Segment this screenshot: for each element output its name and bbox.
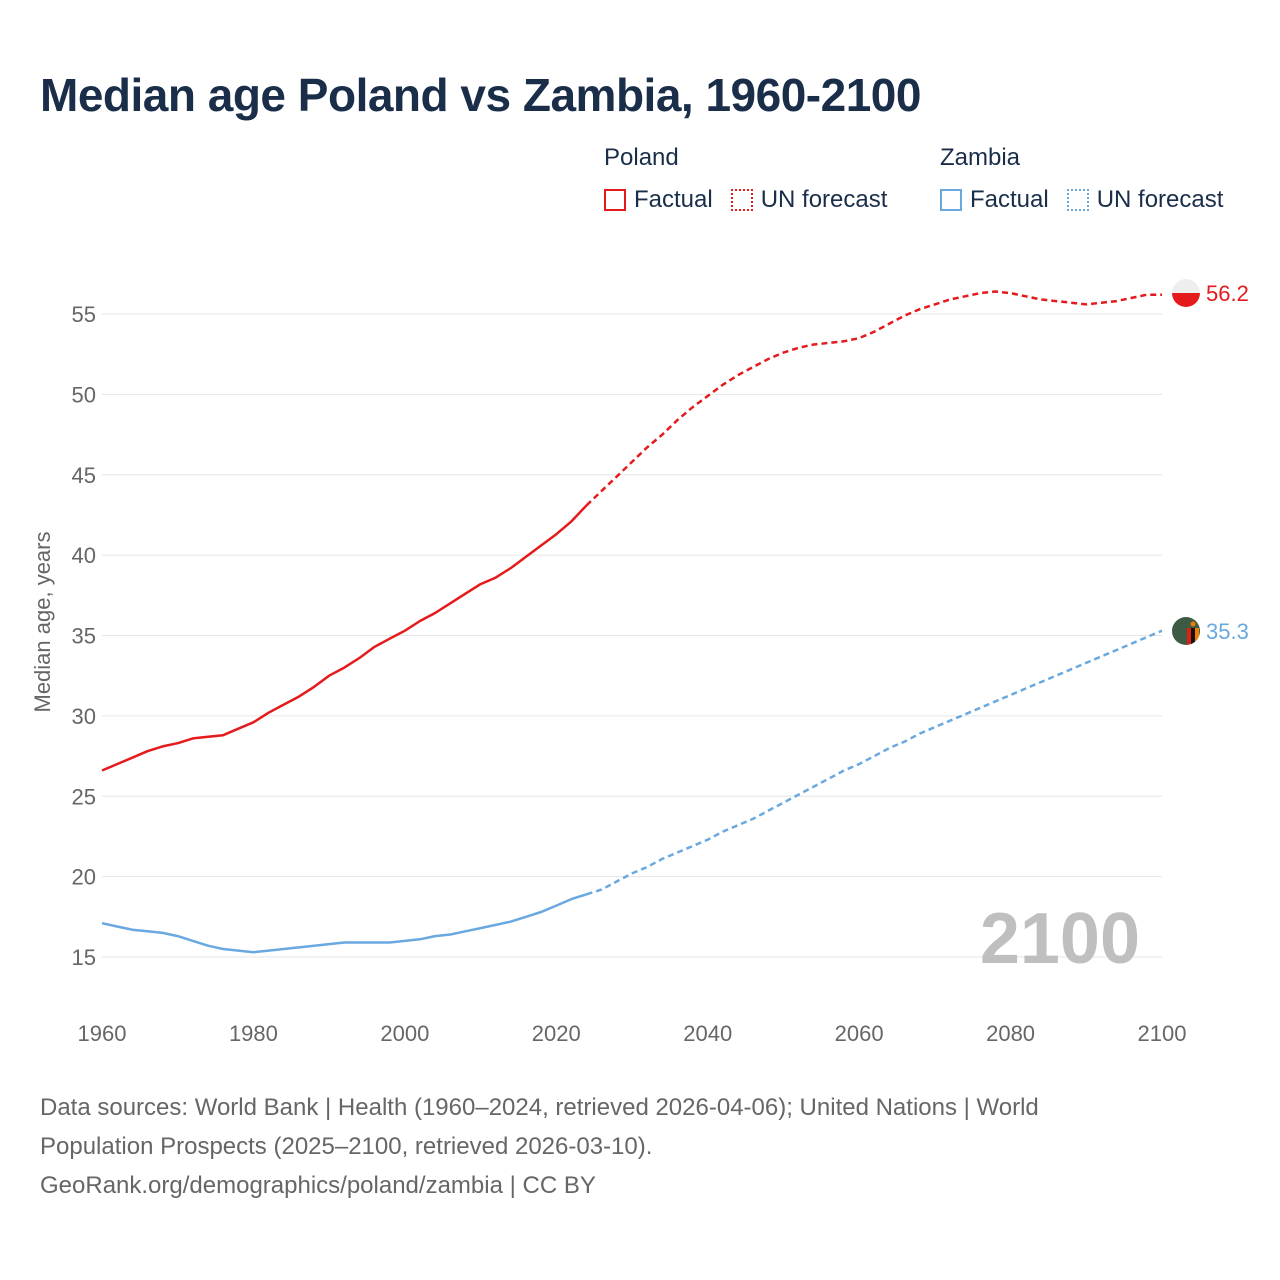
zambia-flag-icon: [1172, 617, 1200, 645]
zambia-forecast-line[interactable]: [586, 629, 1163, 896]
footer-line: Population Prospects (2025–2100, retriev…: [40, 1133, 653, 1160]
footer-sources: Data sources: World Bank | Health (1960–…: [40, 1088, 1240, 1205]
x-tick-label: 1960: [78, 1021, 127, 1046]
legend-poland-forecast[interactable]: UN forecast: [730, 186, 888, 214]
legend-label: UN forecast: [760, 186, 888, 213]
poland-end-value: 56.2: [1206, 281, 1249, 306]
legend-zambia: Zambia Factual UN forecast: [940, 144, 1241, 214]
y-tick-label: 50: [72, 382, 96, 407]
y-tick-label: 30: [72, 704, 96, 729]
x-tick-label: 2020: [532, 1021, 581, 1046]
x-tick-label: 2000: [380, 1021, 429, 1046]
footer-line[interactable]: GeoRank.org/demographics/poland/zambia |…: [40, 1172, 596, 1199]
legend-swatch-dotted: [1066, 189, 1089, 211]
legend-swatch-solid: [604, 189, 626, 211]
y-tick-label: 55: [72, 302, 96, 327]
y-tick-label: 35: [72, 624, 96, 649]
zambia-end-value: 35.3: [1206, 619, 1249, 644]
year-watermark: 2100: [980, 899, 1140, 979]
legend-swatch-dotted: [730, 189, 753, 211]
zambia-factual-line[interactable]: [101, 893, 587, 954]
legend-zambia-title: Zambia: [940, 144, 1021, 171]
y-tick-label: 20: [72, 865, 96, 890]
poland-forecast-line[interactable]: [585, 290, 1162, 507]
legend-poland-factual[interactable]: Factual: [604, 186, 713, 214]
x-tick-label: 2080: [986, 1021, 1035, 1046]
poland-flag-icon: [1172, 279, 1200, 307]
chart-title: Median age Poland vs Zambia, 1960-2100: [40, 69, 921, 121]
y-tick-label: 40: [72, 543, 96, 568]
legend-swatch-solid: [940, 189, 962, 211]
legend-poland: Poland Factual UN forecast: [604, 144, 905, 214]
legend-zambia-factual[interactable]: Factual: [940, 186, 1049, 214]
legend-zambia-forecast[interactable]: UN forecast: [1066, 186, 1224, 214]
x-tick-label: 2100: [1138, 1021, 1187, 1046]
footer-line: Data sources: World Bank | Health (1960–…: [40, 1094, 1039, 1121]
legend-label: Factual: [970, 186, 1049, 213]
legend-label: Factual: [634, 186, 713, 213]
x-tick-label: 2040: [683, 1021, 732, 1046]
y-tick-label: 25: [72, 784, 96, 809]
x-tick-label: 1980: [229, 1021, 278, 1046]
x-tick-label: 2060: [835, 1021, 884, 1046]
chart-area: 15 20 25 30 35 40 45 50 55 1960 1980 2000 2020 2040 2…: [30, 279, 1249, 1046]
y-tick-label: 15: [72, 945, 96, 970]
poland-factual-line[interactable]: [101, 504, 588, 772]
y-axis-label: Median age, years: [30, 532, 55, 713]
legend-poland-title: Poland: [604, 144, 679, 171]
y-tick-label: 45: [72, 463, 96, 488]
legend-label: UN forecast: [1096, 186, 1224, 213]
